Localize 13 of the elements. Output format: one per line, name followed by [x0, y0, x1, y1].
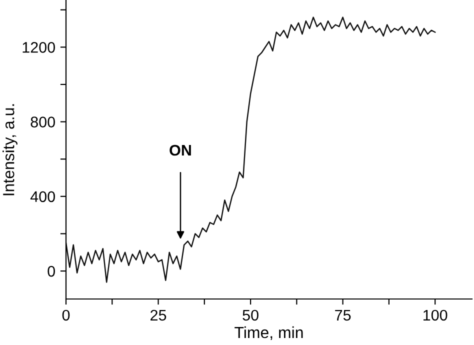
x-tick-label: 0 — [62, 310, 70, 321]
line-series — [66, 16, 436, 283]
x-tick-label: 100 — [424, 310, 448, 321]
x-tick-label: 25 — [150, 310, 166, 321]
y-axis-title: Intensity, a.u. — [2, 104, 18, 196]
y-tick-label: 1200 — [22, 42, 55, 53]
y-tick-label: 0 — [48, 266, 55, 277]
annotation: ON — [170, 144, 191, 156]
x-axis-title: Time, min — [234, 326, 303, 340]
y-tick-label: 800 — [30, 116, 55, 128]
x-tick-label: 50 — [242, 310, 258, 321]
x-tick-label: 75 — [335, 310, 351, 321]
y-tick-label: 400 — [30, 191, 55, 202]
